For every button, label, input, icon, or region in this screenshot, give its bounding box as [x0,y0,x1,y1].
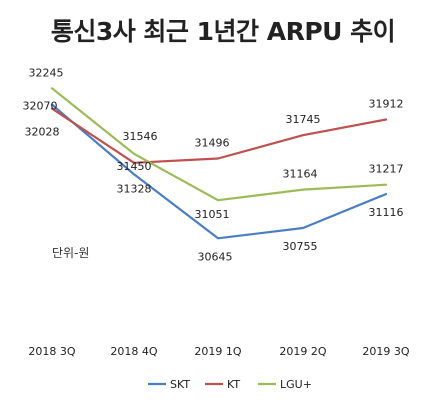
data-label-lgu-1: 31546 [123,130,158,143]
data-label-skt-4: 31116 [369,206,404,219]
legend-label-lgu: LGU+ [280,378,312,391]
data-label-kt-1: 31450 [117,160,152,173]
data-label-skt-1: 31328 [117,182,152,195]
series-line-lgu [50,87,388,202]
data-label-kt-4: 31912 [369,98,404,111]
x-tick-label-1: 2018 4Q [110,345,157,358]
data-label-kt-0: 32028 [25,126,60,139]
x-tick-label-4: 2019 3Q [362,345,409,358]
data-label-lgu-0: 32245 [29,66,64,79]
legend-label-skt: SKT [170,378,190,391]
data-label-lgu-2: 31051 [195,208,230,221]
data-label-kt-2: 31496 [195,137,230,150]
x-tick-label-2: 2019 1Q [194,345,241,358]
series-line-kt [50,107,388,164]
unit-label: 단위-원 [52,246,90,260]
data-label-skt-3: 30755 [283,240,318,253]
x-tick-label-0: 2018 3Q [28,345,75,358]
series-line-skt [50,103,388,240]
data-label-skt-2: 30645 [198,250,233,263]
chart-title: 통신3사 최근 1년간 ARPU 추이 [50,17,396,46]
data-label-lgu-3: 31164 [283,168,318,181]
legend-label-kt: KT [227,378,240,391]
x-tick-label-3: 2019 2Q [279,345,326,358]
data-label-skt-0: 32070 [23,100,58,113]
data-label-lgu-4: 31217 [369,163,404,176]
data-label-kt-3: 31745 [286,113,321,126]
